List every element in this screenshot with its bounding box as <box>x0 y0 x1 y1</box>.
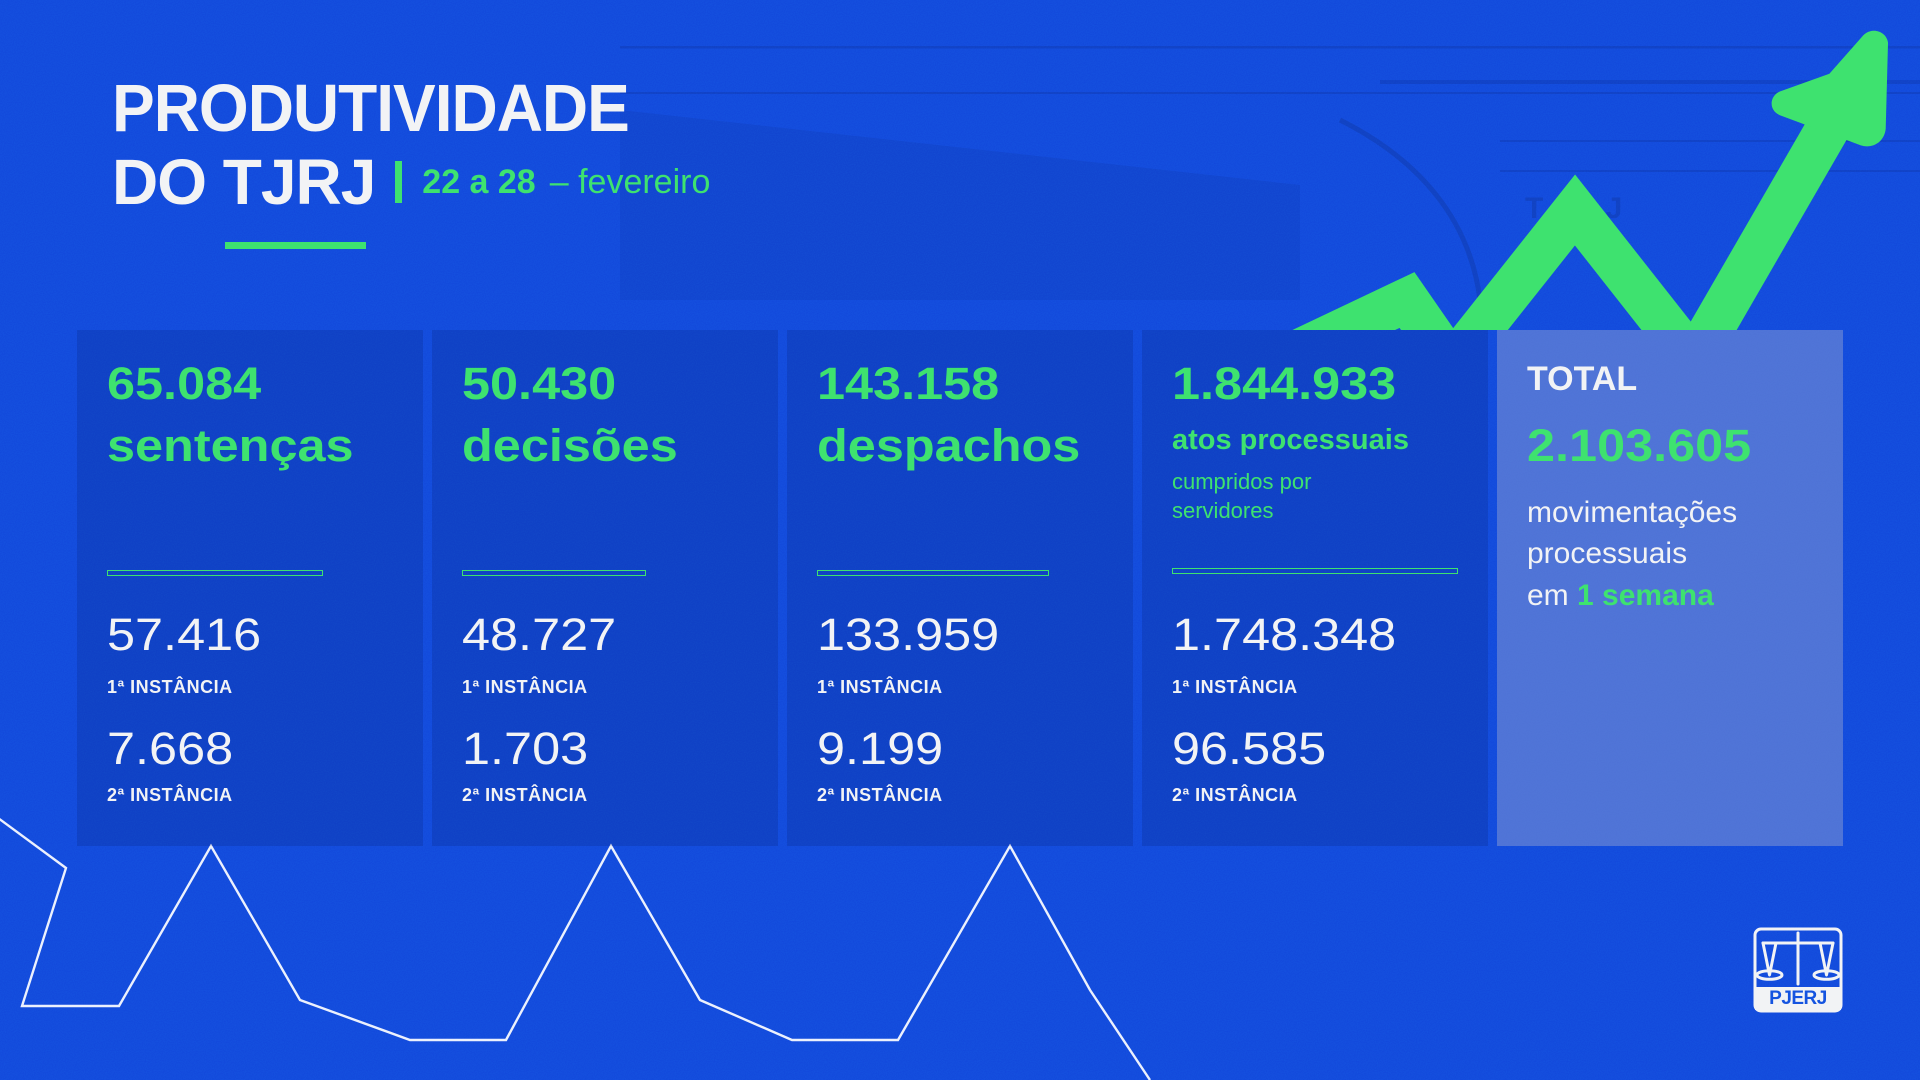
svg-text:PJERJ: PJERJ <box>1769 988 1827 1009</box>
